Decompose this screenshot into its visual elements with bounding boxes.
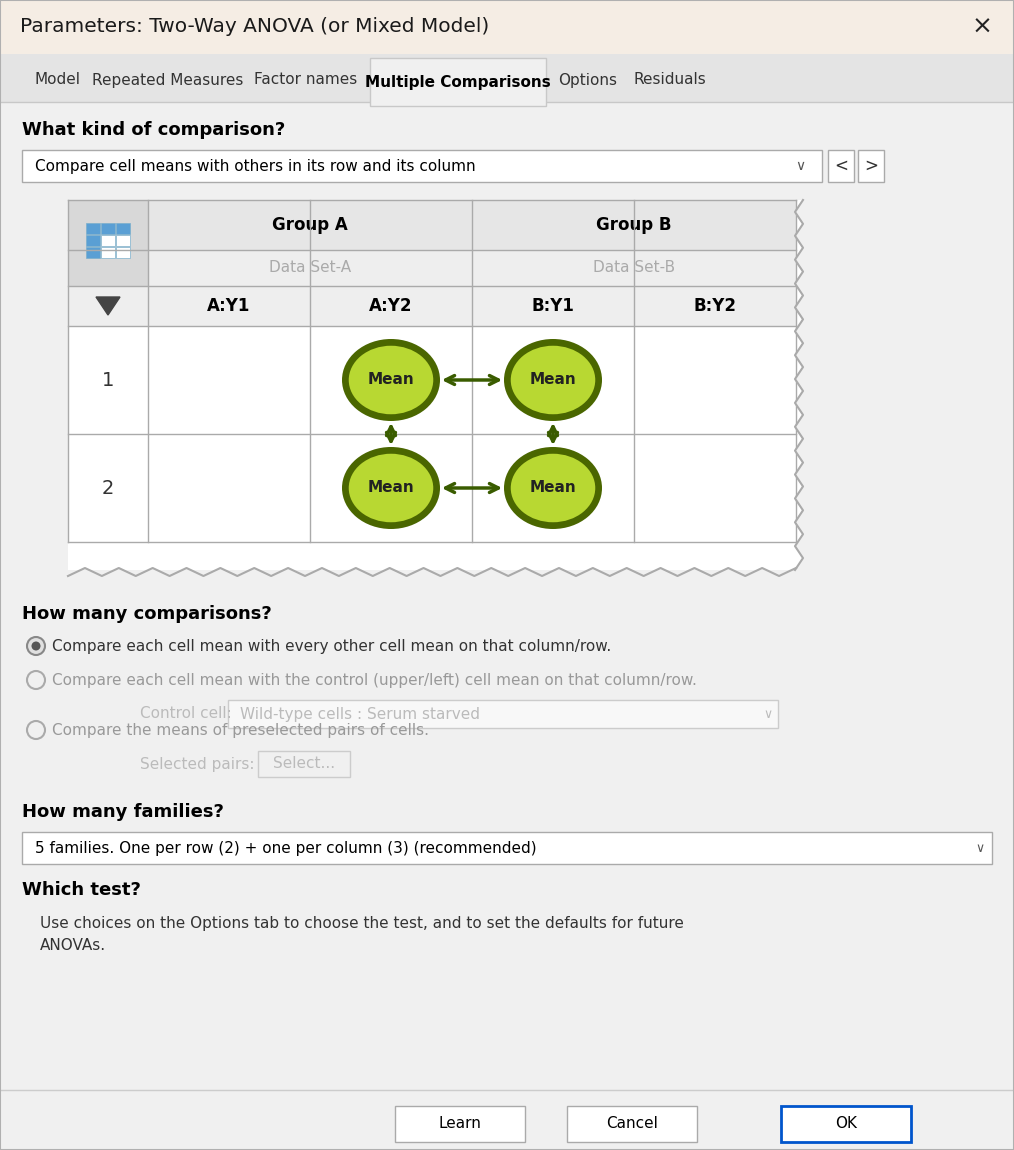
FancyBboxPatch shape — [0, 54, 1014, 102]
Text: Compare each cell mean with the control (upper/left) cell mean on that column/ro: Compare each cell mean with the control … — [52, 673, 697, 688]
Text: Which test?: Which test? — [22, 881, 141, 899]
Text: Mean: Mean — [529, 481, 576, 496]
Text: Options: Options — [559, 72, 618, 87]
FancyBboxPatch shape — [86, 235, 100, 246]
FancyBboxPatch shape — [148, 250, 472, 286]
FancyBboxPatch shape — [68, 200, 148, 286]
Text: 5 families. One per row (2) + one per column (3) (recommended): 5 families. One per row (2) + one per co… — [35, 841, 536, 856]
Ellipse shape — [509, 452, 597, 524]
FancyBboxPatch shape — [86, 247, 100, 258]
Ellipse shape — [509, 344, 597, 416]
Text: How many families?: How many families? — [22, 803, 224, 821]
Text: >: > — [864, 158, 878, 175]
FancyBboxPatch shape — [116, 247, 130, 258]
Text: Model: Model — [34, 72, 80, 87]
Text: Mean: Mean — [368, 373, 415, 388]
Text: Compare each cell mean with every other cell mean on that column/row.: Compare each cell mean with every other … — [52, 638, 611, 653]
FancyBboxPatch shape — [116, 235, 130, 246]
Text: <: < — [834, 158, 848, 175]
Text: Cancel: Cancel — [606, 1117, 658, 1132]
Text: ×: × — [971, 15, 993, 39]
FancyBboxPatch shape — [68, 286, 796, 325]
Text: A:Y2: A:Y2 — [369, 297, 413, 315]
FancyBboxPatch shape — [86, 223, 100, 233]
Text: Multiple Comparisons: Multiple Comparisons — [365, 75, 551, 90]
FancyBboxPatch shape — [0, 102, 1014, 1150]
Text: Compare cell means with others in its row and its column: Compare cell means with others in its ro… — [35, 159, 476, 174]
FancyBboxPatch shape — [22, 831, 992, 864]
Text: ∨: ∨ — [795, 159, 805, 172]
FancyBboxPatch shape — [228, 700, 778, 728]
Circle shape — [31, 642, 41, 651]
Text: Parameters: Two-Way ANOVA (or Mixed Model): Parameters: Two-Way ANOVA (or Mixed Mode… — [20, 17, 489, 37]
Text: Group B: Group B — [596, 216, 671, 233]
Ellipse shape — [504, 339, 602, 421]
Text: Group A: Group A — [272, 216, 348, 233]
Circle shape — [27, 637, 45, 655]
Polygon shape — [96, 297, 120, 315]
Text: Selected pairs:: Selected pairs: — [140, 757, 255, 772]
FancyBboxPatch shape — [828, 150, 854, 182]
FancyBboxPatch shape — [395, 1106, 525, 1142]
Ellipse shape — [347, 344, 435, 416]
FancyBboxPatch shape — [258, 751, 350, 777]
FancyBboxPatch shape — [68, 200, 824, 570]
Ellipse shape — [342, 339, 440, 421]
Ellipse shape — [342, 447, 440, 529]
FancyBboxPatch shape — [116, 223, 130, 233]
Text: Mean: Mean — [529, 373, 576, 388]
FancyBboxPatch shape — [148, 200, 472, 250]
Text: B:Y1: B:Y1 — [531, 297, 575, 315]
Text: Data Set-B: Data Set-B — [593, 261, 675, 276]
Text: Repeated Measures: Repeated Measures — [92, 72, 243, 87]
FancyBboxPatch shape — [472, 200, 796, 250]
FancyBboxPatch shape — [101, 235, 115, 246]
Text: How many comparisons?: How many comparisons? — [22, 605, 272, 623]
Circle shape — [27, 721, 45, 739]
Text: Learn: Learn — [439, 1117, 482, 1132]
Text: Wild-type cells : Serum starved: Wild-type cells : Serum starved — [240, 706, 480, 721]
Text: Select...: Select... — [273, 757, 335, 772]
Circle shape — [27, 670, 45, 689]
Text: ∨: ∨ — [975, 842, 985, 854]
Text: Data Set-A: Data Set-A — [269, 261, 351, 276]
Text: Factor names: Factor names — [255, 72, 358, 87]
Text: Use choices on the Options tab to choose the test, and to set the defaults for f: Use choices on the Options tab to choose… — [40, 917, 683, 932]
FancyBboxPatch shape — [101, 247, 115, 258]
FancyBboxPatch shape — [567, 1106, 697, 1142]
Text: ANOVAs.: ANOVAs. — [40, 938, 106, 953]
FancyBboxPatch shape — [472, 250, 796, 286]
Text: 2: 2 — [101, 478, 115, 498]
Ellipse shape — [347, 452, 435, 524]
Text: Residuals: Residuals — [634, 72, 707, 87]
FancyBboxPatch shape — [781, 1106, 911, 1142]
Text: ∨: ∨ — [764, 707, 773, 721]
Text: A:Y1: A:Y1 — [207, 297, 250, 315]
Text: Compare the means of preselected pairs of cells.: Compare the means of preselected pairs o… — [52, 722, 429, 737]
Ellipse shape — [504, 447, 602, 529]
Text: OK: OK — [835, 1117, 857, 1132]
FancyBboxPatch shape — [370, 58, 546, 106]
Text: Mean: Mean — [368, 481, 415, 496]
Text: 1: 1 — [101, 370, 115, 390]
Text: What kind of comparison?: What kind of comparison? — [22, 121, 285, 139]
Text: B:Y2: B:Y2 — [694, 297, 736, 315]
FancyBboxPatch shape — [0, 0, 1014, 54]
FancyBboxPatch shape — [22, 150, 822, 182]
FancyBboxPatch shape — [101, 223, 115, 233]
Text: Control cell:: Control cell: — [140, 706, 232, 721]
FancyBboxPatch shape — [858, 150, 884, 182]
